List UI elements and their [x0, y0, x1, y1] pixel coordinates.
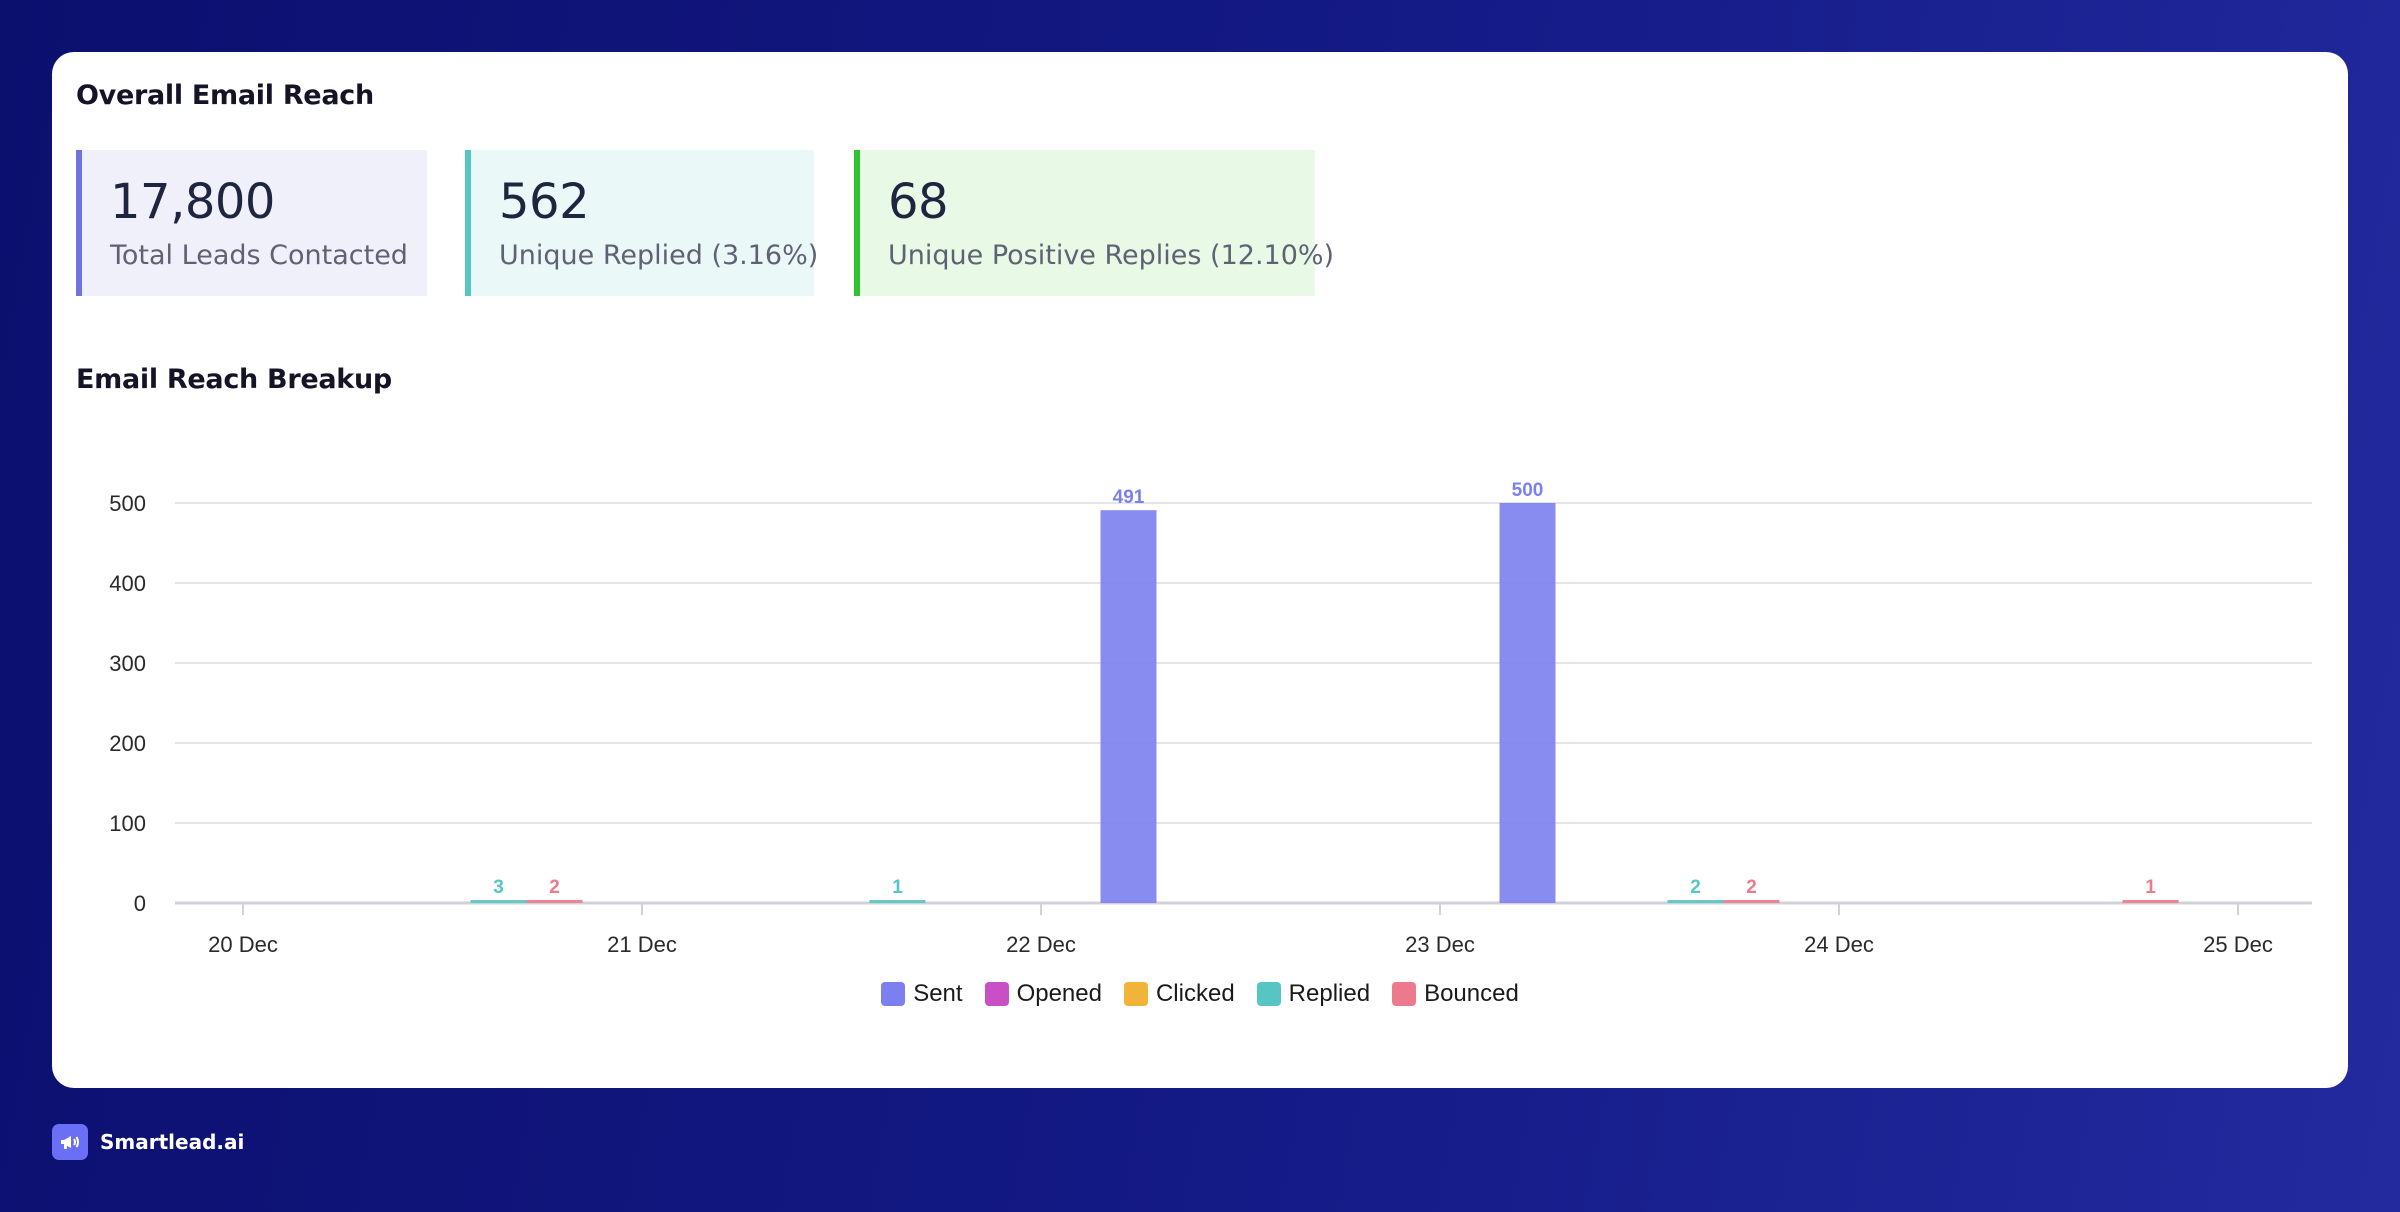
total-leads-value: 17,800 [110, 174, 275, 230]
unique-replied-value: 562 [499, 174, 590, 230]
bar-replied [869, 900, 926, 903]
unique-positive-replies-stat-card: 68 Unique Positive Replies (12.10%) [854, 150, 1334, 296]
legend-swatch [984, 982, 1009, 1006]
unique-replied-stat-card: 562 Unique Replied (3.16%) [465, 150, 818, 296]
legend-swatch [881, 982, 906, 1006]
bar-value-label: 1 [892, 877, 903, 898]
bar-value-label: 2 [1746, 877, 1757, 898]
email-reach-card: Overall Email Reach 17,800 Total Leads C… [52, 52, 2348, 1088]
y-tick-label: 400 [109, 571, 146, 596]
legend-label: Clicked [1155, 980, 1235, 1007]
email-reach-breakup-title: Email Reach Breakup [76, 364, 392, 395]
total-leads-stat-card: 17,800 Total Leads Contacted [76, 150, 427, 296]
bar-value-label: 2 [1690, 877, 1701, 898]
y-tick-label: 100 [109, 811, 146, 836]
brand-name: Smartlead.ai [100, 1130, 245, 1154]
legend-swatch [1392, 982, 1417, 1006]
legend-item-sent[interactable]: Sent [881, 980, 963, 1008]
bar-bounced [526, 900, 583, 903]
x-tick-label: 22 Dec [1006, 932, 1076, 957]
y-tick-label: 500 [109, 491, 146, 516]
bar-bounced [1723, 900, 1780, 903]
legend-label: Opened [1016, 980, 1102, 1007]
legend-item-bounced[interactable]: Bounced [1392, 980, 1519, 1008]
unique-positive-replies-value: 68 [888, 174, 949, 230]
x-tick-label: 20 Dec [208, 932, 278, 957]
legend-label: Bounced [1424, 980, 1519, 1007]
legend-item-clicked[interactable]: Clicked [1123, 980, 1235, 1008]
legend-item-opened[interactable]: Opened [984, 980, 1102, 1008]
chart-legend: Sent Opened Clicked Replied Bounced [0, 980, 2400, 1008]
legend-label: Replied [1288, 980, 1371, 1007]
x-tick-label: 23 Dec [1405, 932, 1475, 957]
y-tick-label: 300 [109, 651, 146, 676]
legend-item-replied[interactable]: Replied [1256, 980, 1371, 1008]
megaphone-icon [52, 1124, 88, 1160]
bar-sent [1499, 503, 1556, 903]
bar-value-label: 500 [1512, 480, 1544, 501]
bar-value-label: 2 [549, 877, 560, 898]
bar-replied [1667, 900, 1724, 903]
y-tick-label: 0 [134, 891, 146, 916]
x-tick-label: 21 Dec [607, 932, 677, 957]
x-tick-label: 25 Dec [2203, 932, 2273, 957]
overall-email-reach-title: Overall Email Reach [76, 80, 374, 111]
chart-bars [470, 503, 2179, 903]
email-reach-bar-chart: 0 100 200 300 400 500 20 Dec 21 Dec 22 Dec 23 Dec… [109, 480, 2312, 957]
brand-footer: Smartlead.ai [52, 1124, 244, 1160]
bar-value-label: 1 [2145, 877, 2156, 898]
bar-value-label: 3 [493, 877, 504, 898]
bar-sent [1100, 510, 1157, 903]
y-tick-label: 200 [109, 731, 146, 756]
bar-replied [470, 900, 527, 903]
total-leads-label: Total Leads Contacted [110, 240, 408, 271]
bar-bounced [2122, 900, 2179, 903]
bar-value-label: 491 [1113, 487, 1145, 508]
unique-replied-label: Unique Replied (3.16%) [499, 240, 819, 271]
chart-labels: 0 100 200 300 400 500 20 Dec 21 Dec 22 Dec 23 Dec… [109, 480, 2273, 957]
legend-label: Sent [913, 980, 963, 1007]
legend-swatch [1123, 982, 1148, 1006]
x-tick-label: 24 Dec [1804, 932, 1874, 957]
unique-positive-replies-label: Unique Positive Replies (12.10%) [888, 240, 1335, 271]
chart-grid [175, 502, 2312, 915]
legend-swatch [1256, 982, 1281, 1006]
